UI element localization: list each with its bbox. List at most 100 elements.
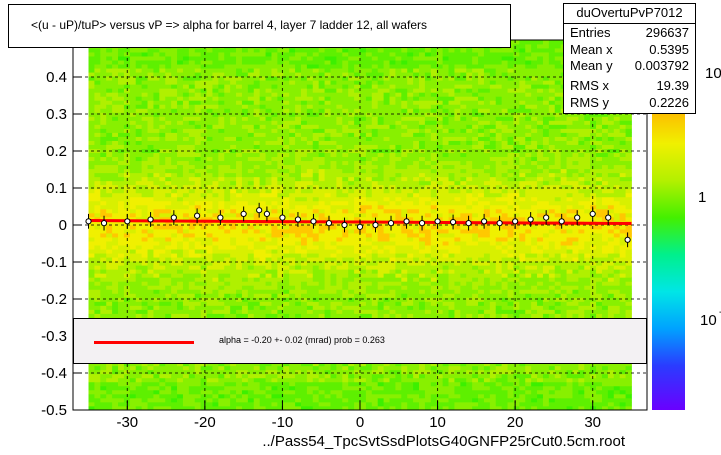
heatmap-cell xyxy=(135,257,143,262)
heatmap-cell xyxy=(283,249,290,254)
heatmap-cell xyxy=(230,220,237,226)
heatmap-cell xyxy=(324,237,331,242)
heatmap-cell xyxy=(377,180,385,186)
heatmap-cell xyxy=(360,156,367,162)
heatmap-cell xyxy=(342,128,349,133)
heatmap-cell xyxy=(283,369,290,375)
heatmap-cell xyxy=(147,92,154,97)
heatmap-cell xyxy=(147,152,154,158)
heatmap-cell xyxy=(236,381,243,387)
heatmap-cell xyxy=(118,48,125,53)
heatmap-cell xyxy=(271,220,278,226)
heatmap-cell xyxy=(295,52,302,57)
heatmap-cell xyxy=(112,140,119,145)
heatmap-cell xyxy=(147,289,154,294)
heatmap-cell xyxy=(159,293,166,298)
heatmap-cell xyxy=(129,92,137,97)
heatmap-cell xyxy=(401,180,408,186)
heatmap-cell xyxy=(88,52,95,57)
heatmap-cell xyxy=(300,365,308,371)
heatmap-cell xyxy=(171,237,178,242)
heatmap-cell xyxy=(165,108,172,113)
heatmap-cell xyxy=(277,64,284,69)
heatmap-cell xyxy=(401,233,408,238)
heatmap-cell xyxy=(118,257,125,262)
heatmap-cell xyxy=(177,116,184,121)
heatmap-cell xyxy=(395,216,402,222)
heatmap-cell xyxy=(206,249,213,254)
heatmap-cell xyxy=(360,152,367,158)
heatmap-cell xyxy=(182,116,190,121)
heatmap-cell xyxy=(236,120,243,125)
heatmap-cell xyxy=(206,285,213,290)
heatmap-cell xyxy=(271,365,278,371)
heatmap-cell xyxy=(389,241,396,246)
heatmap-cell xyxy=(330,397,337,403)
heatmap-cell xyxy=(324,152,331,158)
heatmap-cell xyxy=(94,393,101,399)
heatmap-cell xyxy=(194,229,202,234)
heatmap-cell xyxy=(253,156,261,162)
heatmap-cell xyxy=(159,249,166,254)
heatmap-cell xyxy=(371,385,379,391)
heatmap-cell xyxy=(218,108,225,113)
heatmap-cell xyxy=(271,80,278,85)
heatmap-cell xyxy=(330,144,337,149)
heatmap-cell xyxy=(295,405,302,410)
heatmap-cell xyxy=(100,313,107,318)
heatmap-cell xyxy=(135,136,143,141)
heatmap-cell xyxy=(259,64,266,69)
heatmap-cell xyxy=(212,301,219,306)
heatmap-cell xyxy=(188,277,196,282)
heatmap-cell xyxy=(100,208,107,214)
heatmap-cell xyxy=(112,80,119,85)
heatmap-cell xyxy=(253,100,261,105)
heatmap-cell xyxy=(188,269,196,274)
heatmap-cell xyxy=(389,289,396,294)
heatmap-cell xyxy=(365,397,373,403)
heatmap-cell xyxy=(342,393,349,399)
heatmap-cell xyxy=(300,208,308,214)
heatmap-cell xyxy=(194,64,202,69)
heatmap-cell xyxy=(342,261,349,266)
heatmap-cell xyxy=(300,104,308,109)
heatmap-cell xyxy=(159,68,166,73)
heatmap-cell xyxy=(360,68,367,73)
heatmap-cell xyxy=(100,365,107,371)
heatmap-cell xyxy=(389,297,396,302)
heatmap-cell xyxy=(118,401,125,407)
heatmap-cell xyxy=(177,405,184,410)
heatmap-cell xyxy=(277,128,284,133)
heatmap-cell xyxy=(182,200,190,206)
heatmap-cell xyxy=(395,200,402,206)
heatmap-cell xyxy=(295,249,302,254)
heatmap-cell xyxy=(401,377,408,383)
heatmap-cell xyxy=(147,188,154,194)
heatmap-cell xyxy=(188,108,196,113)
heatmap-cell xyxy=(200,108,207,113)
heatmap-cell xyxy=(153,192,160,198)
heatmap-cell xyxy=(265,309,272,314)
heatmap-cell xyxy=(188,52,196,57)
heatmap-cell xyxy=(230,80,237,85)
heatmap-cell xyxy=(371,233,379,238)
heatmap-cell xyxy=(342,305,349,310)
heatmap-cell xyxy=(295,365,302,371)
heatmap-cell xyxy=(165,261,172,266)
heatmap-cell xyxy=(265,164,272,170)
heatmap-cell xyxy=(348,196,355,202)
heatmap-cell xyxy=(395,128,402,133)
heatmap-cell xyxy=(265,301,272,306)
heatmap-cell xyxy=(247,96,255,101)
heatmap-cell xyxy=(247,309,255,314)
heatmap-cell xyxy=(283,84,290,89)
heatmap-cell xyxy=(177,196,184,202)
heatmap-cell xyxy=(224,124,231,129)
heatmap-cell xyxy=(401,100,408,105)
heatmap-cell xyxy=(171,140,178,145)
heatmap-cell xyxy=(230,184,237,190)
heatmap-cell xyxy=(253,257,261,262)
heatmap-cell xyxy=(135,124,143,129)
heatmap-cell xyxy=(383,297,390,302)
heatmap-cell xyxy=(194,313,202,318)
